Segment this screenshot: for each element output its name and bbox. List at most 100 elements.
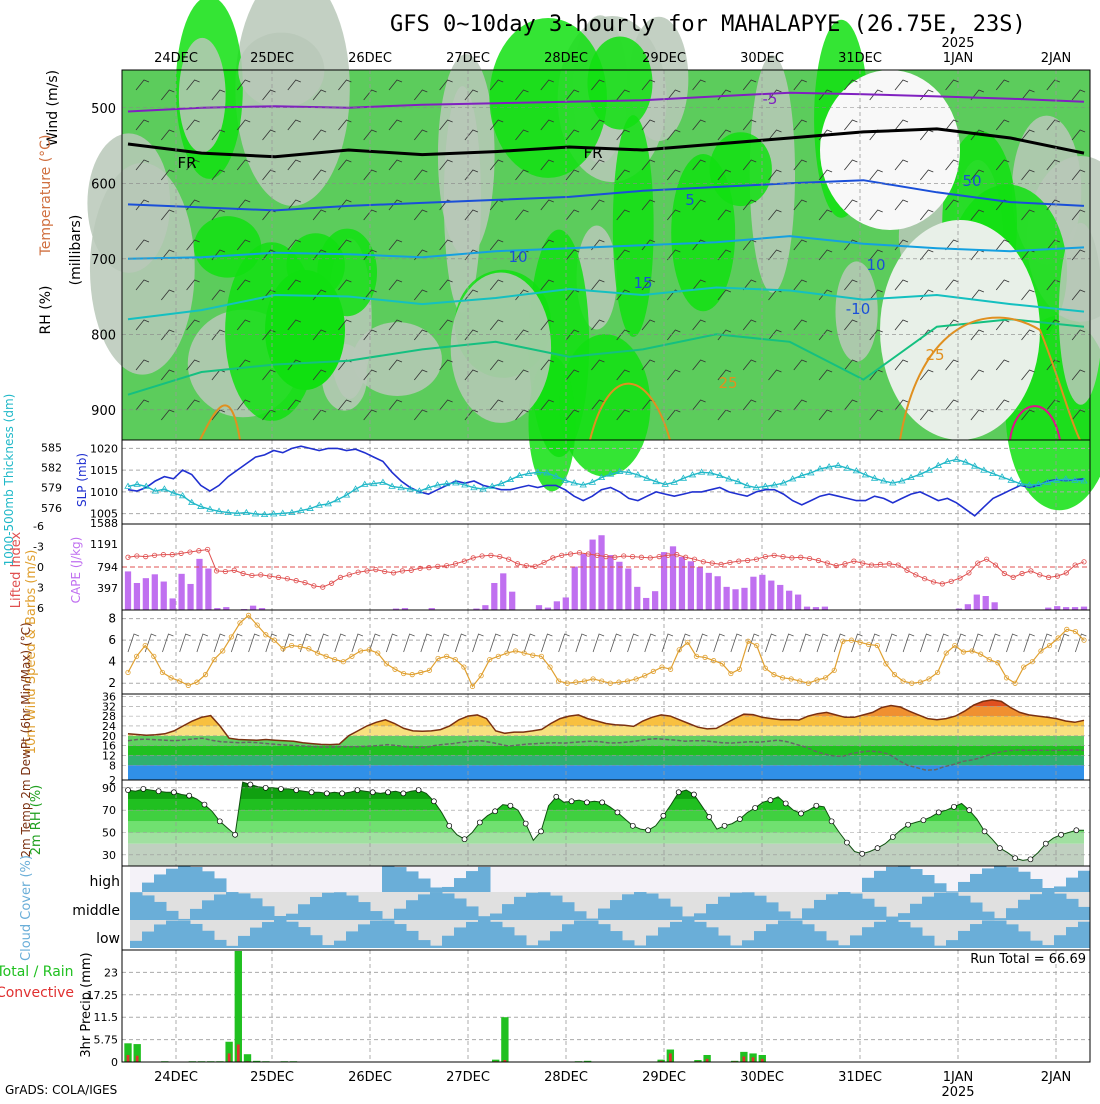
cloud-cover-bar — [682, 920, 695, 948]
precip-ytick-label: 23 — [104, 966, 118, 979]
wind-barb-10m — [662, 634, 673, 652]
precip-total-bar — [244, 1054, 251, 1062]
precip-ylabel: 3hr Precip (mm) — [79, 952, 94, 1057]
cloud-cover-bar — [502, 927, 515, 948]
wind-barb-10m — [1006, 634, 1017, 652]
cloud-cover-bar — [766, 902, 779, 920]
cloud-cover-bar — [382, 920, 395, 948]
rh-point — [447, 823, 452, 828]
cape-bar — [607, 555, 613, 610]
cloud-cover-bar — [538, 892, 551, 920]
cloud-cover-bar — [742, 940, 755, 948]
cape-bar — [634, 587, 640, 610]
cloud-cover-bar — [754, 931, 767, 948]
cloud-cover-bar — [670, 907, 683, 920]
rh-point — [508, 803, 513, 808]
wind-barb-10m — [162, 634, 173, 652]
cloud-cover-bar — [454, 878, 467, 892]
cape-bar — [616, 562, 622, 610]
cloud-cover-bar — [826, 894, 839, 920]
li-line — [128, 550, 1084, 588]
cloud-cover-bar — [682, 916, 695, 920]
cloud-cover-bar — [454, 927, 467, 948]
wind-barb-10m — [524, 634, 535, 652]
cloud-cover-bar — [994, 921, 1007, 948]
cloud-cover-bar — [310, 935, 323, 948]
wind-barb-10m — [438, 634, 449, 652]
rh-point — [523, 821, 528, 826]
rh-point — [462, 837, 467, 842]
rh-shade-region — [194, 216, 261, 278]
cloud-cover-bar — [310, 897, 323, 920]
cloud-cover-bar — [370, 911, 383, 920]
cape-bar — [509, 592, 515, 610]
cloud-cover-bar — [250, 928, 263, 948]
cloud-cover-bar — [886, 920, 899, 948]
cloud-cover-bar — [634, 945, 647, 948]
cape-bar — [643, 598, 649, 610]
cape-bar — [697, 567, 703, 610]
rh-point — [217, 819, 222, 824]
cloud-cover-bar — [838, 945, 851, 948]
cloud-cover-bar — [454, 898, 467, 920]
thickness-ytick-label: 579 — [41, 482, 62, 495]
cloud-cover-bar — [898, 866, 911, 892]
rh-ytick-label: 50 — [102, 826, 116, 839]
x-top-tick-label: 28DEC — [544, 51, 588, 66]
cloud-cover-bar — [286, 922, 299, 948]
wind-barb-10m — [610, 634, 621, 652]
cloud-cover-bar — [670, 922, 683, 948]
cloud-cover-bar — [622, 894, 635, 920]
cloud-cover-bar — [466, 906, 479, 920]
cloud-cover-bar — [358, 902, 371, 920]
cape-ylabel: CAPE (J/kg) — [69, 537, 83, 604]
cloud-cover-bar — [550, 931, 563, 948]
cape-bar — [500, 573, 506, 610]
cloud-cover-bar — [1078, 871, 1091, 892]
precip-convective-bar — [136, 1056, 139, 1062]
cape-ytick-label: 794 — [97, 561, 118, 574]
rh-point — [967, 808, 972, 813]
cloud-cover-bar — [958, 931, 971, 948]
wind-barb-10m — [145, 634, 156, 652]
cloud-cover-bar — [370, 921, 383, 948]
cape-bar — [992, 602, 998, 610]
xsec-ytick-label: 900 — [91, 404, 116, 419]
contour-label: 15 — [633, 274, 652, 292]
temp-ytick-label: 36 — [102, 690, 116, 703]
wind-barb-10m — [197, 634, 208, 652]
rh-dry-region — [880, 220, 1040, 440]
cloud-cover-bar — [754, 896, 767, 920]
cloud-cover-bar — [1030, 894, 1043, 920]
rh-point — [554, 794, 559, 799]
cloud-cover-bar — [514, 935, 527, 948]
cloud-cover-bar — [514, 897, 527, 920]
cloud-cover-bar — [586, 919, 599, 920]
cloud-cover-bar — [862, 899, 875, 920]
contour-label: FR — [177, 154, 196, 172]
rh-point — [370, 790, 375, 795]
cloud-cover-bar — [1042, 892, 1055, 920]
cloud-cover-bar — [946, 891, 959, 892]
cape-bar — [205, 569, 211, 610]
rh-point — [263, 785, 268, 790]
rh-point — [737, 817, 742, 822]
cloud-cover-bar — [1066, 878, 1079, 892]
cloud-cover-bar — [982, 868, 995, 892]
cloud-cover-bar — [874, 871, 887, 892]
cloud-cover-bar — [658, 927, 671, 948]
cape-bar — [581, 554, 587, 610]
cloud-cover-bar — [226, 946, 239, 948]
cloud-cover-bar — [898, 913, 911, 920]
wind-barb-10m — [783, 634, 794, 652]
cloud-cover-bar — [634, 892, 647, 920]
rh-point — [584, 800, 589, 805]
rh-point — [1013, 856, 1018, 861]
cloud-cover-bar — [334, 941, 347, 948]
cape-bar — [786, 591, 792, 610]
cape-bar — [732, 589, 738, 610]
cloud-cover-bar — [226, 892, 239, 920]
x-top-tick-label: 31DEC — [838, 51, 882, 66]
wind-barb-10m — [386, 634, 397, 652]
wind-barb-10m — [335, 634, 346, 652]
